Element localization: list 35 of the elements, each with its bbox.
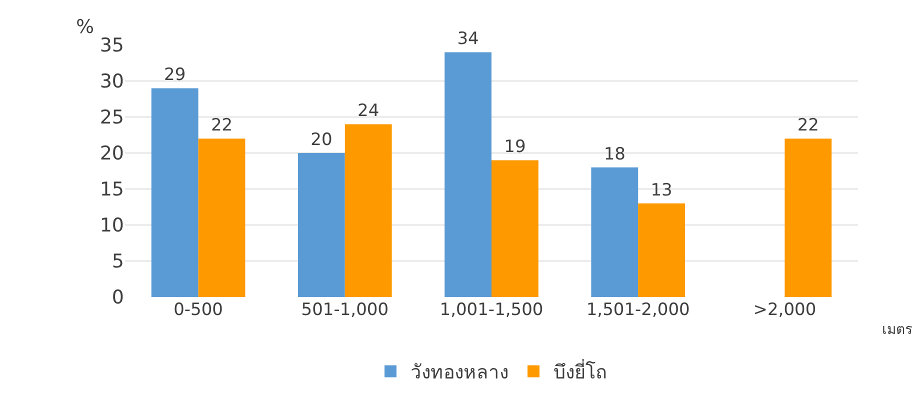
bar — [344, 124, 392, 297]
bar — [638, 203, 686, 297]
y-tick-label: 35 — [100, 34, 124, 57]
y-tick-label: 0 — [112, 286, 124, 309]
y-tick-label: 15 — [100, 178, 124, 201]
data-label: 20 — [310, 130, 332, 150]
data-label: 29 — [164, 65, 186, 86]
data-label: 34 — [457, 29, 479, 50]
x-tick-label: 0-500 — [174, 300, 224, 320]
y-tick-label: 30 — [100, 70, 124, 93]
y-tick-label: 5 — [112, 250, 124, 273]
data-label: 13 — [650, 180, 672, 200]
y-tick-label: 25 — [100, 106, 124, 129]
bar — [784, 138, 832, 297]
bar — [151, 88, 198, 297]
y-tick-label: 10 — [100, 214, 124, 237]
x-tick-label: 501-1,000 — [301, 300, 389, 320]
x-tick-label: 1,001-1,500 — [440, 300, 544, 320]
data-label: 22 — [210, 116, 233, 136]
legend-label: วังทองหลาง — [410, 362, 508, 384]
x-tick-label: 1,501-2,000 — [586, 300, 690, 320]
bar — [444, 52, 492, 297]
data-label: 18 — [604, 144, 626, 164]
data-label: 24 — [358, 101, 380, 122]
data-label: 22 — [797, 116, 819, 136]
data-label: 19 — [504, 137, 526, 158]
bar — [298, 153, 345, 297]
x-axis-title: เมตร — [882, 322, 913, 338]
bar — [492, 160, 538, 297]
y-tick-label: 20 — [100, 142, 124, 165]
bar — [198, 138, 246, 297]
bar — [591, 167, 638, 297]
y-axis-title: % — [76, 16, 94, 38]
x-tick-label: >2,000 — [753, 300, 816, 320]
legend-label: บึงยี่โถ — [554, 358, 608, 384]
